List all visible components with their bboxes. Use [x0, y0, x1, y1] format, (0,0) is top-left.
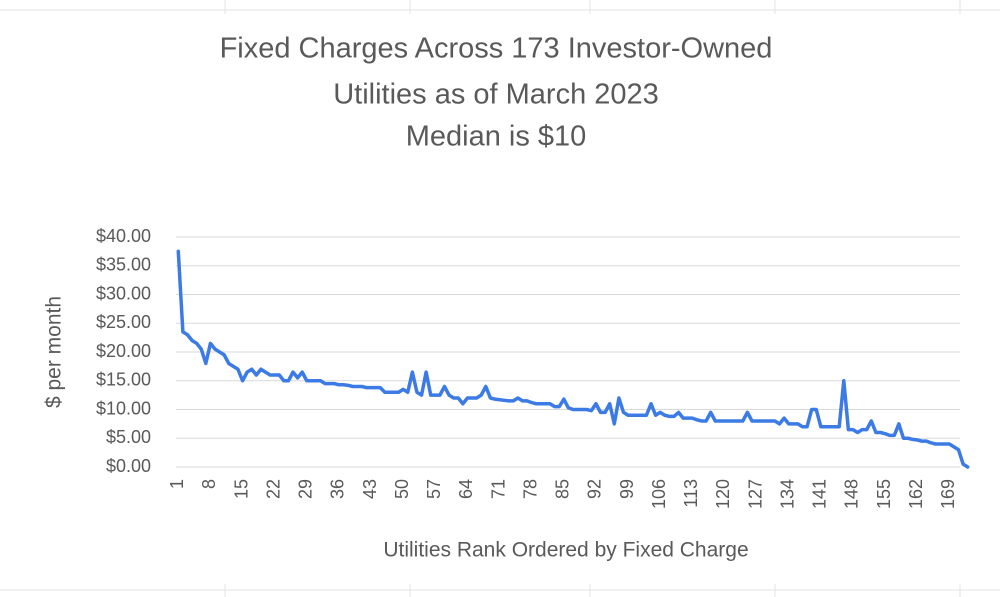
- chart-title: Utilities as of March 2023: [333, 79, 659, 111]
- x-tick-label: 106: [649, 479, 669, 509]
- x-tick-label: 99: [617, 479, 637, 499]
- x-tick-label: 43: [360, 479, 380, 499]
- x-tick-label: 22: [263, 479, 283, 499]
- x-tick-label: 78: [520, 479, 540, 499]
- x-tick-label: 169: [938, 479, 958, 509]
- x-tick-label: 127: [745, 479, 765, 509]
- x-tick-label: 36: [328, 479, 348, 499]
- x-tick-label: 50: [392, 479, 412, 499]
- x-tick-label: 162: [906, 479, 926, 509]
- x-tick-label: 134: [777, 479, 797, 509]
- y-tick-label: $10.00: [96, 398, 151, 418]
- x-tick-label: 64: [456, 479, 476, 499]
- x-tick-label: 1: [167, 479, 187, 489]
- x-tick-label: 92: [585, 479, 605, 499]
- y-tick-label: $5.00: [106, 427, 151, 447]
- chart-title: Fixed Charges Across 173 Investor-Owned: [220, 33, 773, 65]
- y-tick-label: $35.00: [96, 255, 151, 275]
- chart-area: [12, 14, 988, 584]
- x-tick-label: 15: [231, 479, 251, 499]
- y-tick-label: $0.00: [106, 456, 151, 476]
- y-tick-label: $40.00: [96, 226, 151, 246]
- y-tick-label: $30.00: [96, 283, 151, 303]
- x-tick-label: 141: [810, 479, 830, 509]
- x-tick-label: 29: [296, 479, 316, 499]
- x-tick-label: 8: [199, 479, 219, 489]
- x-tick-label: 155: [874, 479, 894, 509]
- y-tick-label: $20.00: [96, 341, 151, 361]
- y-tick-label: $15.00: [96, 370, 151, 390]
- y-tick-label: $25.00: [96, 312, 151, 332]
- x-axis-title: Utilities Rank Ordered by Fixed Charge: [383, 539, 748, 562]
- x-tick-label: 85: [553, 479, 573, 499]
- x-tick-label: 71: [488, 479, 508, 499]
- x-tick-label: 113: [681, 479, 701, 508]
- x-tick-label: 148: [842, 479, 862, 509]
- x-tick-label: 57: [424, 479, 444, 499]
- chart-title: Median is $10: [406, 121, 587, 153]
- data-line: [176, 249, 970, 469]
- x-tick-label: 120: [713, 479, 733, 509]
- y-axis-title: $ per month: [43, 296, 66, 408]
